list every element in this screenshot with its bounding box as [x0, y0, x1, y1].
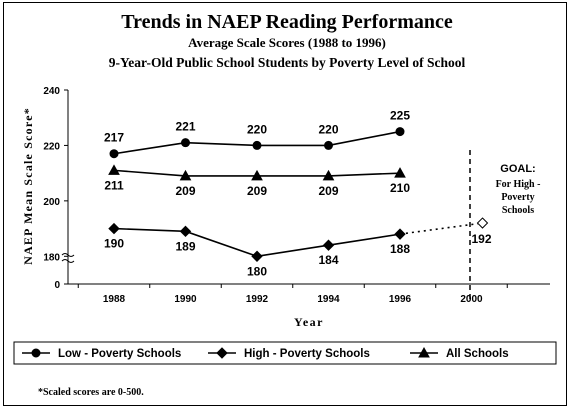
x-tick-label: 1996 — [389, 294, 412, 305]
diamond-marker — [108, 222, 120, 235]
y-tick-label: 180 — [43, 252, 60, 263]
data-label: 220 — [318, 122, 338, 136]
data-label: 190 — [104, 237, 124, 251]
diamond-marker — [216, 347, 228, 359]
axes — [61, 90, 550, 285]
data-label: 225 — [390, 109, 410, 123]
diamond-marker — [322, 239, 335, 251]
x-ticks: 1988 1990 1992 1994 1996 2000 — [77, 284, 508, 305]
circle-marker — [181, 138, 190, 148]
y-axis-label: NAEP Mean Scale Score* — [21, 107, 35, 265]
triangle-marker — [179, 169, 192, 181]
legend-item: All Schools — [410, 346, 509, 360]
data-label: 217 — [104, 131, 124, 145]
x-tick-label: 1994 — [317, 294, 340, 305]
chart-frame — [3, 2, 567, 406]
data-label: 188 — [390, 242, 410, 256]
data-label: 209 — [247, 184, 267, 198]
triangle-marker — [108, 164, 120, 175]
data-label: 211 — [104, 178, 124, 192]
legend-label: Low - Poverty Schools — [58, 348, 181, 360]
chart-subtitle-2: 9-Year-Old Public School Students by Pov… — [109, 55, 466, 70]
x-tick-label: 1988 — [103, 294, 126, 305]
circle-marker — [252, 140, 262, 150]
goal-projection-line — [399, 222, 483, 235]
footnote: *Scaled scores are 0-500. — [38, 387, 144, 398]
triangle-marker — [418, 346, 430, 358]
goal-description-line: For High - — [496, 179, 541, 190]
x-axis-label: Year — [294, 315, 324, 329]
data-label: 180 — [247, 264, 267, 278]
data-label: 209 — [318, 184, 338, 198]
y-ticks: 0 180 200 220 240 — [43, 86, 68, 291]
data-label: 220 — [247, 122, 267, 136]
circle-marker — [395, 127, 405, 137]
x-tick-label: 1990 — [174, 294, 197, 305]
data-label: 184 — [318, 253, 338, 267]
x-tick-label: 2000 — [460, 294, 483, 305]
goal-description-line: Schools — [502, 205, 534, 216]
y-tick-label: 200 — [43, 197, 60, 208]
x-tick-label: 1992 — [246, 294, 269, 305]
data-label: 221 — [175, 120, 195, 134]
circle-marker — [31, 348, 41, 358]
legend-label: High - Poverty Schools — [244, 348, 370, 360]
series-circle: 217 221 220 220 225 — [104, 109, 410, 159]
goal-value-label: 192 — [471, 232, 491, 246]
data-label: 210 — [390, 181, 410, 195]
diamond-marker — [476, 217, 489, 229]
circle-marker — [324, 140, 333, 150]
legend-item: Low - Poverty Schools — [22, 348, 181, 360]
chart-subtitle-1: Average Scale Scores (1988 to 1996) — [188, 35, 386, 50]
legend: Low - Poverty Schools High - Poverty Scho… — [13, 341, 557, 365]
y-tick-label: 0 — [54, 280, 60, 291]
diamond-marker — [179, 225, 192, 238]
y-tick-label: 220 — [43, 141, 60, 152]
goal-label: GOAL: — [500, 163, 535, 175]
axis-break-mark — [61, 253, 75, 263]
legend-box — [13, 341, 557, 365]
circle-marker — [109, 149, 119, 159]
triangle-marker — [251, 169, 263, 181]
series-triangle: 211 209 209 209 210 — [104, 164, 410, 198]
data-label: 209 — [175, 184, 195, 198]
diamond-marker — [251, 250, 263, 262]
series-diamond: 190 189 180 184 188 — [104, 222, 410, 278]
y-tick-label: 240 — [43, 86, 60, 97]
triangle-marker — [394, 167, 406, 178]
goal-layer: 192 GOAL: For High - Poverty Schools — [399, 163, 541, 246]
goal-description-line: Poverty — [501, 192, 534, 203]
chart-title: Trends in NAEP Reading Performance — [121, 11, 453, 33]
legend-item: High - Poverty Schools — [208, 347, 370, 360]
triangle-marker — [322, 169, 335, 181]
legend-label: All Schools — [446, 348, 509, 360]
data-label: 189 — [175, 239, 195, 253]
